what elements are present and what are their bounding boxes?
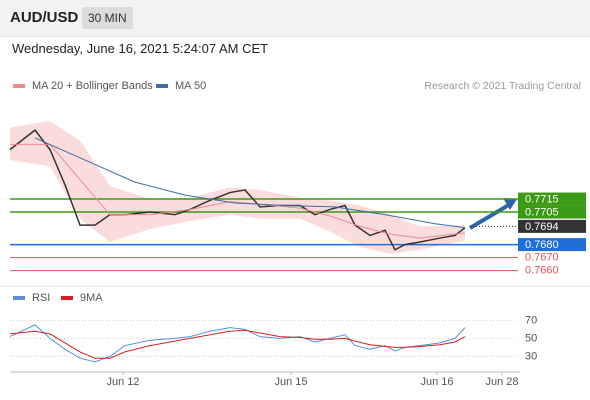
timestamp: Wednesday, June 16, 2021 5:24:07 AM CET (12, 41, 269, 56)
legend-label: MA 20 + Bollinger Bands (32, 80, 153, 92)
symbol: AUD/USD (10, 9, 79, 26)
x-tick-label: Jun 16 (420, 376, 453, 388)
level-label: 0.7694 (525, 221, 559, 233)
y-tick-label: 70 (525, 314, 537, 326)
legend-swatch (13, 296, 25, 300)
price-line (9, 129, 466, 251)
legend-swatch (156, 84, 168, 88)
level-label: 0.7680 (525, 239, 559, 251)
level-box (518, 192, 586, 206)
level-label: 0.7705 (525, 206, 559, 218)
level-box (518, 205, 586, 219)
legend-swatch (13, 84, 25, 88)
series-line (10, 143, 466, 239)
credit: Research © 2021 Trading Central (424, 80, 581, 92)
legend-label: MA 50 (175, 80, 206, 92)
level-box (518, 219, 586, 233)
series-line (34, 137, 466, 229)
legend-label: 9MA (80, 292, 103, 304)
y-tick-label: 50 (525, 332, 537, 344)
level-label: 0.7660 (525, 265, 559, 277)
forecast-arrow (468, 201, 514, 230)
level-label: 0.7670 (525, 251, 559, 263)
level-box (518, 238, 586, 252)
header: AUD/USD 30 MIN (0, 0, 590, 37)
x-tick-label: Jun 12 (106, 376, 139, 388)
legend-swatch (61, 296, 73, 300)
series-line (9, 324, 466, 363)
legend-label: RSI (32, 292, 50, 304)
x-tick-label: Jun 15 (274, 376, 307, 388)
x-tick-label: Jun 28 (485, 376, 518, 388)
y-tick-label: 30 (525, 350, 537, 362)
interval-button[interactable]: 30 MIN (82, 7, 133, 29)
forecast-arrowhead (503, 198, 517, 210)
level-label: 0.7715 (525, 193, 559, 205)
bollinger-band (10, 121, 465, 254)
series-line (9, 329, 466, 359)
